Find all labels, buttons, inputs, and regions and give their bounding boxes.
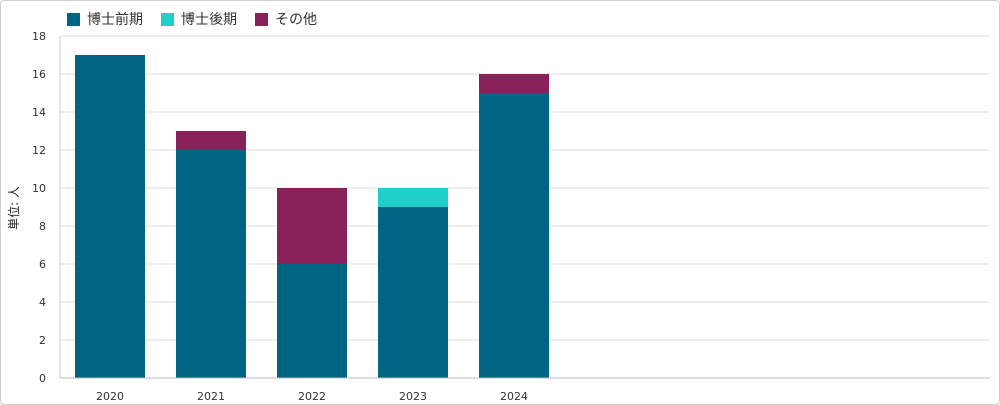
y-tick-label-0: 0 [39, 372, 46, 385]
legend-swatch-series-2 [255, 12, 268, 26]
y-tick-label-1: 2 [39, 334, 46, 347]
legend-swatch-series-0 [67, 12, 80, 26]
y-tick-label-4: 8 [39, 220, 46, 233]
bar-2024-series-0[interactable] [479, 93, 549, 378]
y-tick-label-5: 10 [32, 182, 46, 195]
legend-swatch-series-1 [161, 12, 174, 26]
y-axis-label: 単位: 人 [6, 186, 21, 230]
chart-legend: 博士前期 博士後期 その他 [67, 9, 317, 29]
legend-item-series-2[interactable]: その他 [255, 9, 317, 29]
legend-label-series-0: 博士前期 [87, 12, 143, 28]
x-tick-label-1: 2021 [197, 390, 225, 403]
y-tick-label-8: 16 [32, 68, 46, 81]
bar-2021-series-0[interactable] [176, 150, 246, 378]
bar-2022-series-0[interactable] [277, 264, 347, 378]
legend-item-series-0[interactable]: 博士前期 [67, 9, 143, 29]
legend-item-series-1[interactable]: 博士後期 [161, 9, 237, 29]
bar-2024-series-2[interactable] [479, 74, 549, 93]
x-tick-label-4: 2024 [500, 390, 528, 403]
y-tick-label-7: 14 [32, 106, 46, 119]
bar-2023-series-1[interactable] [378, 188, 448, 207]
y-tick-label-2: 4 [39, 296, 46, 309]
y-tick-label-3: 6 [39, 258, 46, 271]
x-tick-label-3: 2023 [399, 390, 427, 403]
bar-2023-series-0[interactable] [378, 207, 448, 378]
y-tick-label-6: 12 [32, 144, 46, 157]
x-tick-label-0: 2020 [96, 390, 124, 403]
bar-2022-series-2[interactable] [277, 188, 347, 264]
bar-2021-series-2[interactable] [176, 131, 246, 150]
legend-label-series-2: その他 [275, 12, 317, 28]
bar-2020-series-0[interactable] [75, 55, 145, 378]
legend-label-series-1: 博士後期 [181, 12, 237, 28]
x-tick-label-2: 2022 [298, 390, 326, 403]
y-tick-label-9: 18 [32, 30, 46, 43]
